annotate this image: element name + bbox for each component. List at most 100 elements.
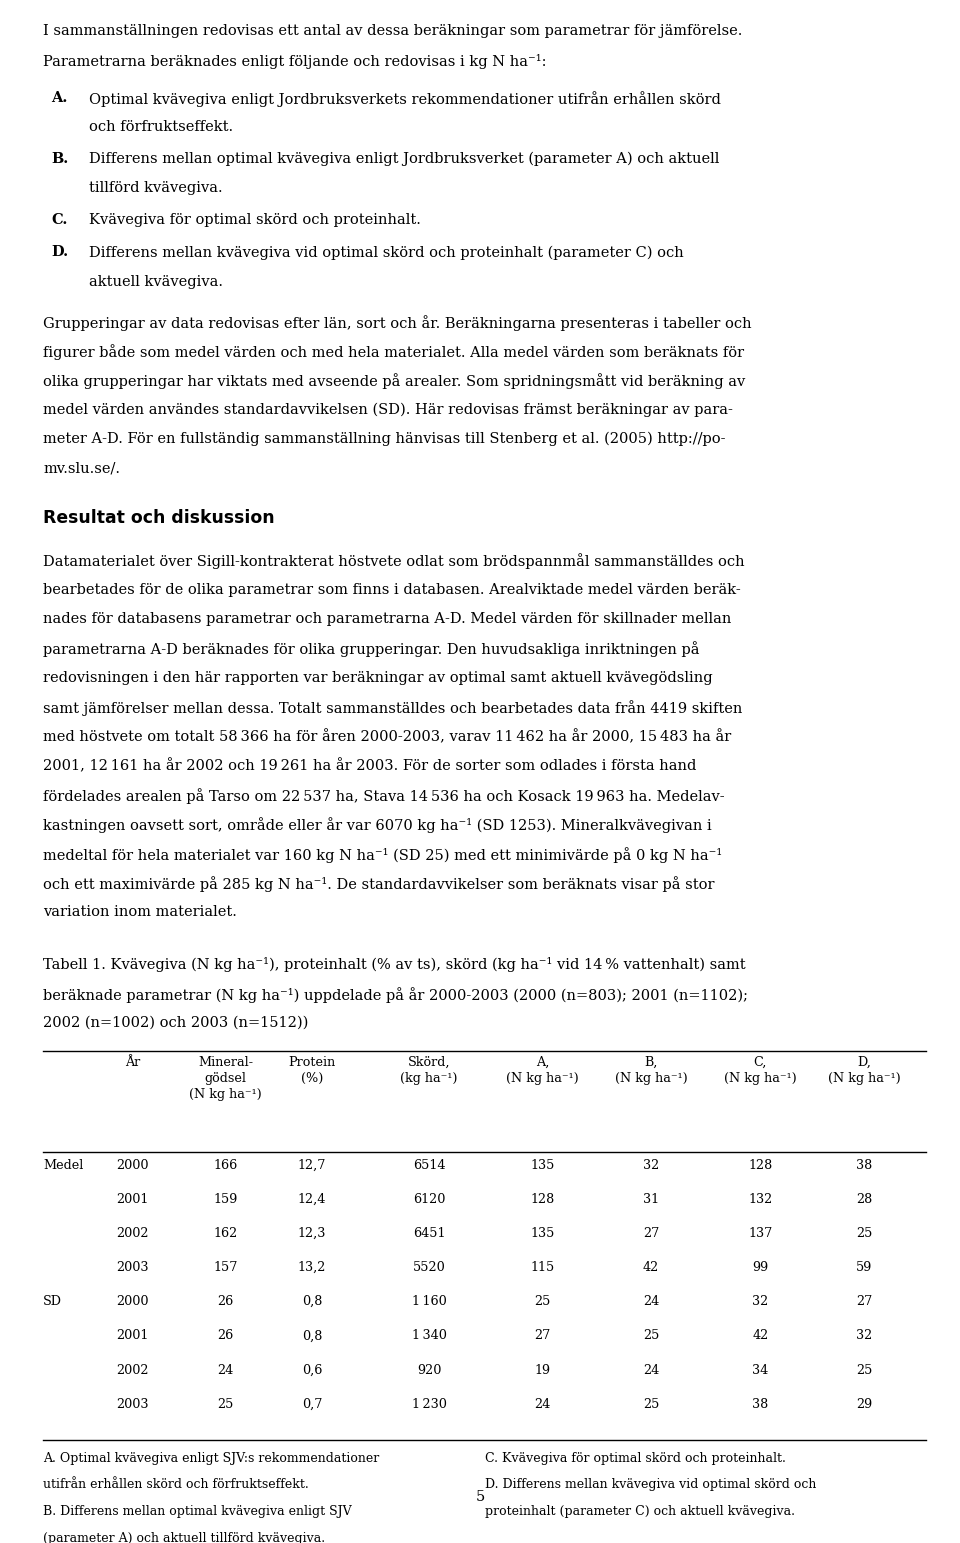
Text: SD: SD (43, 1295, 62, 1308)
Text: 13,2: 13,2 (298, 1261, 326, 1275)
Text: beräknade parametrar (N kg ha⁻¹) uppdelade på år 2000-2003 (2000 (n=803); 2001 (: beräknade parametrar (N kg ha⁻¹) uppdela… (43, 986, 748, 1003)
Text: redovisningen i den här rapporten var beräkningar av optimal samt aktuell kväveg: redovisningen i den här rapporten var be… (43, 671, 713, 685)
Text: 115: 115 (530, 1261, 555, 1275)
Text: meter A-D. För en fullständig sammanställning hänvisas till Stenberg et al. (200: meter A-D. För en fullständig sammanstäl… (43, 432, 726, 446)
Text: 137: 137 (748, 1227, 773, 1241)
Text: 5: 5 (475, 1491, 485, 1504)
Text: parametrarna A-D beräknades för olika grupperingar. Den huvudsakliga inriktninge: parametrarna A-D beräknades för olika gr… (43, 642, 700, 657)
Text: 6514: 6514 (413, 1159, 445, 1171)
Text: C,
(N kg ha⁻¹): C, (N kg ha⁻¹) (724, 1055, 797, 1085)
Text: 28: 28 (856, 1193, 872, 1205)
Text: Optimal kvävegiva enligt Jordbruksverkets rekommendationer utifrån erhållen skör: Optimal kvävegiva enligt Jordbruksverket… (89, 91, 721, 106)
Text: A.: A. (51, 91, 67, 105)
Text: proteinhalt (parameter C) och aktuell kvävegiva.: proteinhalt (parameter C) och aktuell kv… (485, 1504, 795, 1518)
Text: 24: 24 (643, 1295, 659, 1308)
Text: C.: C. (51, 213, 67, 227)
Text: 2003: 2003 (116, 1398, 149, 1410)
Text: A. Optimal kvävegiva enligt SJV:s rekommendationer: A. Optimal kvävegiva enligt SJV:s rekomm… (43, 1452, 379, 1464)
Text: 0,7: 0,7 (301, 1398, 323, 1410)
Text: D. Differens mellan kvävegiva vid optimal skörd och: D. Differens mellan kvävegiva vid optima… (485, 1478, 816, 1492)
Text: Protein
(%): Protein (%) (288, 1055, 336, 1085)
Text: medeltal för hela materialet var 160 kg N ha⁻¹ (SD 25) med ett minimivärde på 0 : medeltal för hela materialet var 160 kg … (43, 847, 723, 863)
Text: 1 340: 1 340 (412, 1330, 446, 1342)
Text: och ett maximivärde på 285 kg N ha⁻¹. De standardavvikelser som beräknats visar : och ett maximivärde på 285 kg N ha⁻¹. De… (43, 876, 714, 892)
Text: 12,7: 12,7 (298, 1159, 326, 1171)
Text: och förfruktseffekt.: och förfruktseffekt. (89, 120, 233, 134)
Text: Resultat och diskussion: Resultat och diskussion (43, 509, 275, 528)
Text: 2003: 2003 (116, 1261, 149, 1275)
Text: 32: 32 (753, 1295, 768, 1308)
Text: 34: 34 (753, 1364, 768, 1376)
Text: D,
(N kg ha⁻¹): D, (N kg ha⁻¹) (828, 1055, 900, 1085)
Text: aktuell kvävegiva.: aktuell kvävegiva. (89, 275, 224, 289)
Text: tillförd kvävegiva.: tillförd kvävegiva. (89, 182, 223, 196)
Text: Skörd,
(kg ha⁻¹): Skörd, (kg ha⁻¹) (400, 1055, 458, 1085)
Text: Mineral-
gödsel
(N kg ha⁻¹): Mineral- gödsel (N kg ha⁻¹) (189, 1055, 262, 1102)
Text: figurer både som medel värden och med hela materialet. Alla medel värden som ber: figurer både som medel värden och med he… (43, 344, 744, 360)
Text: 27: 27 (856, 1295, 872, 1308)
Text: 25: 25 (642, 1398, 660, 1410)
Text: 25: 25 (534, 1295, 551, 1308)
Text: 24: 24 (218, 1364, 233, 1376)
Text: 1 160: 1 160 (412, 1295, 446, 1308)
Text: fördelades arealen på Tarso om 22 537 ha, Stava 14 536 ha och Kosack 19 963 ha. : fördelades arealen på Tarso om 22 537 ha… (43, 788, 725, 804)
Text: 920: 920 (417, 1364, 442, 1376)
Text: 99: 99 (753, 1261, 768, 1275)
Text: Kvävegiva för optimal skörd och proteinhalt.: Kvävegiva för optimal skörd och proteinh… (89, 213, 421, 227)
Text: 166: 166 (213, 1159, 238, 1171)
Text: 25: 25 (855, 1364, 873, 1376)
Text: variation inom materialet.: variation inom materialet. (43, 906, 237, 920)
Text: 42: 42 (753, 1330, 768, 1342)
Text: 32: 32 (856, 1330, 872, 1342)
Text: medel värden användes standardavvikelsen (SD). Här redovisas främst beräkningar : medel värden användes standardavvikelsen… (43, 403, 733, 417)
Text: 27: 27 (643, 1227, 659, 1241)
Text: Datamaterialet över Sigill-kontrakterat höstvete odlat som brödspannmål sammanst: Datamaterialet över Sigill-kontrakterat … (43, 554, 745, 569)
Text: 2000: 2000 (116, 1159, 149, 1171)
Text: Grupperingar av data redovisas efter län, sort och år. Beräkningarna presenteras: Grupperingar av data redovisas efter län… (43, 315, 752, 330)
Text: 25: 25 (642, 1330, 660, 1342)
Text: utifrån erhållen skörd och förfruktseffekt.: utifrån erhållen skörd och förfruktseffe… (43, 1478, 309, 1492)
Text: A,
(N kg ha⁻¹): A, (N kg ha⁻¹) (506, 1055, 579, 1085)
Text: Parametrarna beräknades enligt följande och redovisas i kg N ha⁻¹:: Parametrarna beräknades enligt följande … (43, 54, 546, 69)
Text: I sammanställningen redovisas ett antal av dessa beräkningar som parametrar för : I sammanställningen redovisas ett antal … (43, 25, 743, 39)
Text: olika grupperingar har viktats med avseende på arealer. Som spridningsmått vid b: olika grupperingar har viktats med avsee… (43, 373, 746, 389)
Text: 24: 24 (643, 1364, 659, 1376)
Text: 2002 (n=1002) och 2003 (n=1512)): 2002 (n=1002) och 2003 (n=1512)) (43, 1015, 308, 1031)
Text: 27: 27 (535, 1330, 550, 1342)
Text: 132: 132 (748, 1193, 773, 1205)
Text: nades för databasens parametrar och parametrarna A-D. Medel värden för skillnade: nades för databasens parametrar och para… (43, 613, 732, 626)
Text: 1 230: 1 230 (412, 1398, 446, 1410)
Text: 32: 32 (643, 1159, 659, 1171)
Text: 6451: 6451 (413, 1227, 445, 1241)
Text: 0,6: 0,6 (301, 1364, 323, 1376)
Text: bearbetades för de olika parametrar som finns i databasen. Arealviktade medel vä: bearbetades för de olika parametrar som … (43, 583, 741, 597)
Text: 135: 135 (530, 1159, 555, 1171)
Text: 135: 135 (530, 1227, 555, 1241)
Text: 2001: 2001 (116, 1330, 149, 1342)
Text: 128: 128 (530, 1193, 555, 1205)
Text: 157: 157 (213, 1261, 238, 1275)
Text: 12,3: 12,3 (298, 1227, 326, 1241)
Text: 6120: 6120 (413, 1193, 445, 1205)
Text: (parameter A) och aktuell tillförd kvävegiva.: (parameter A) och aktuell tillförd kväve… (43, 1532, 325, 1543)
Text: 42: 42 (643, 1261, 659, 1275)
Text: 2002: 2002 (116, 1227, 149, 1241)
Text: 26: 26 (218, 1295, 233, 1308)
Text: Differens mellan optimal kvävegiva enligt Jordbruksverket (parameter A) och aktu: Differens mellan optimal kvävegiva enlig… (89, 153, 720, 167)
Text: Differens mellan kvävegiva vid optimal skörd och proteinhalt (parameter C) och: Differens mellan kvävegiva vid optimal s… (89, 245, 684, 259)
Text: 0,8: 0,8 (301, 1330, 323, 1342)
Text: 0,8: 0,8 (301, 1295, 323, 1308)
Text: Medel: Medel (43, 1159, 84, 1171)
Text: 26: 26 (218, 1330, 233, 1342)
Text: 2001, 12 161 ha år 2002 och 19 261 ha år 2003. För de sorter som odlades i först: 2001, 12 161 ha år 2002 och 19 261 ha år… (43, 759, 697, 773)
Text: Tabell 1. Kvävegiva (N kg ha⁻¹), proteinhalt (% av ts), skörd (kg ha⁻¹ vid 14 % : Tabell 1. Kvävegiva (N kg ha⁻¹), protein… (43, 957, 746, 972)
Text: 2001: 2001 (116, 1193, 149, 1205)
Text: 24: 24 (535, 1398, 550, 1410)
Text: 25: 25 (855, 1227, 873, 1241)
Text: 2002: 2002 (116, 1364, 149, 1376)
Text: 5520: 5520 (413, 1261, 445, 1275)
Text: År: År (125, 1055, 140, 1069)
Text: 29: 29 (856, 1398, 872, 1410)
Text: med höstvete om totalt 58 366 ha för åren 2000-2003, varav 11 462 ha år 2000, 15: med höstvete om totalt 58 366 ha för åre… (43, 730, 732, 744)
Text: 2000: 2000 (116, 1295, 149, 1308)
